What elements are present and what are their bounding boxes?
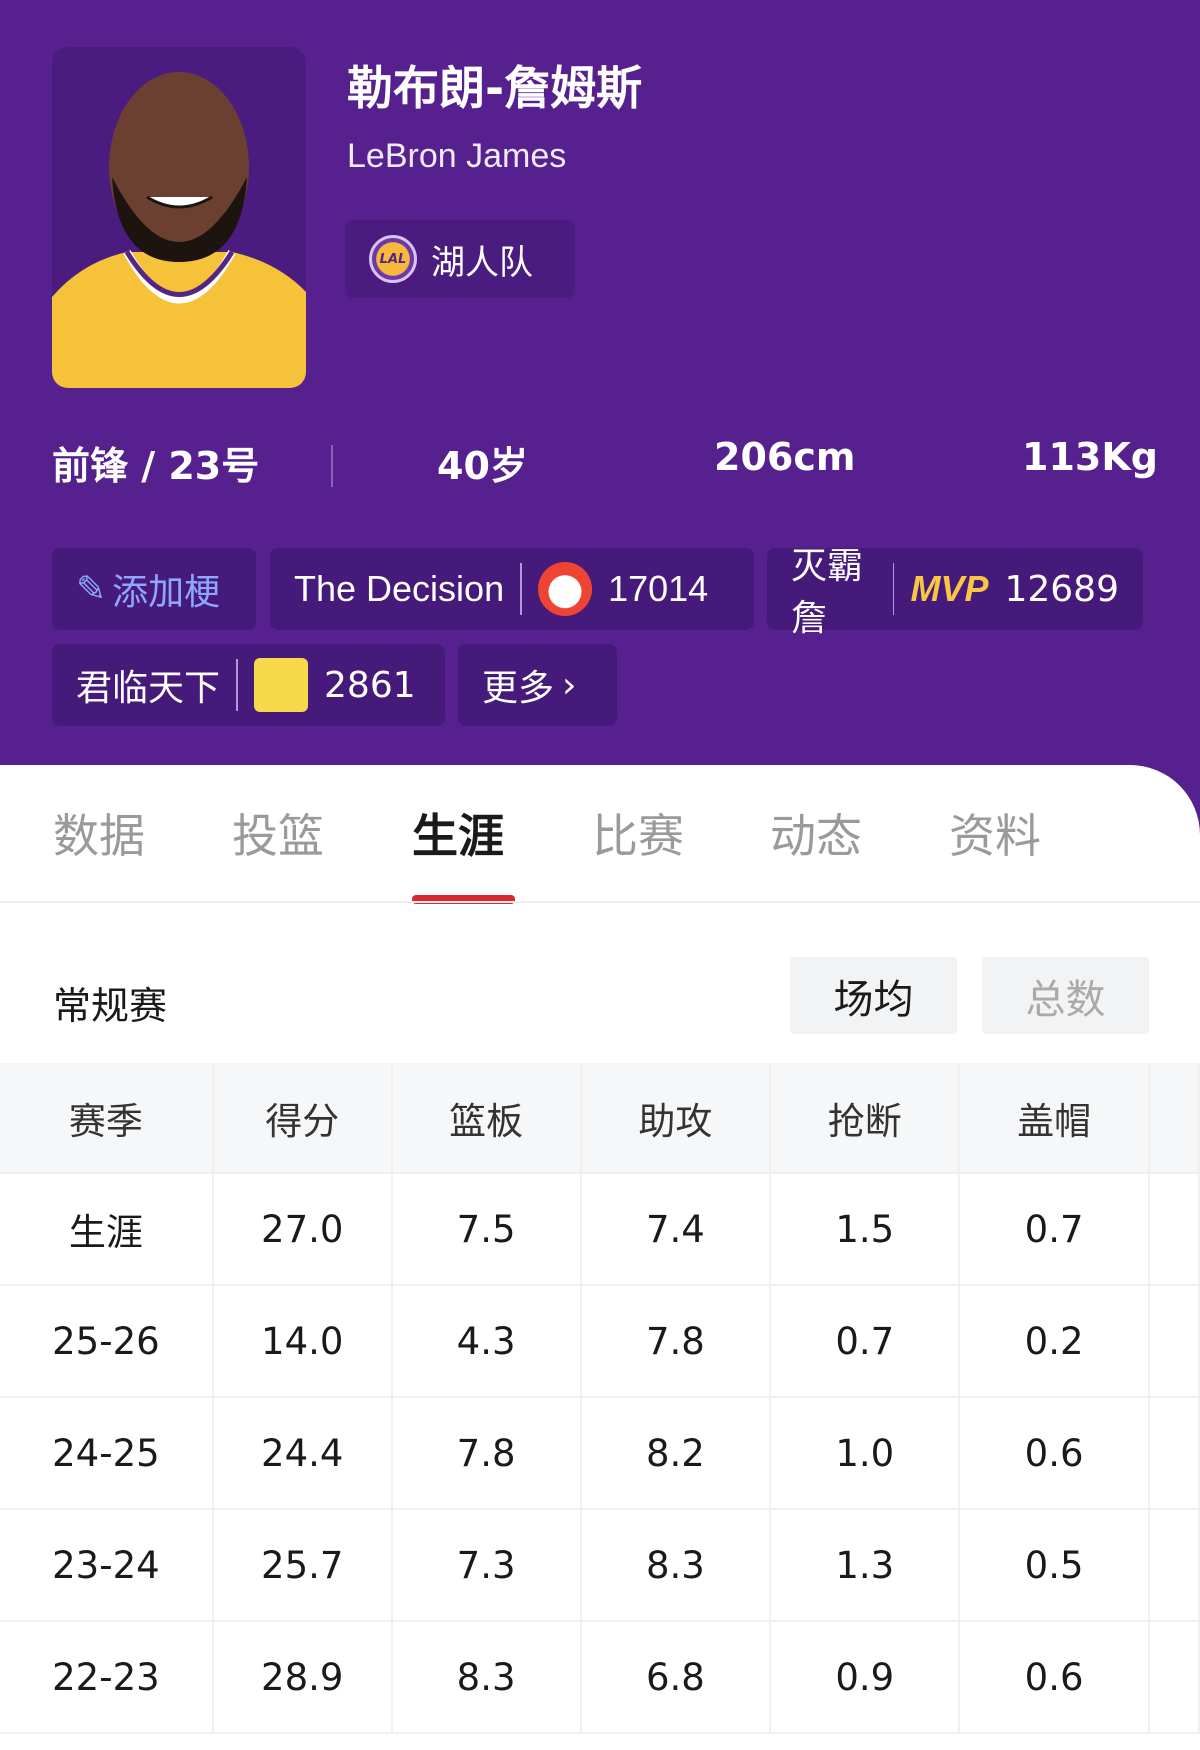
- tag-count: 17014: [608, 568, 709, 609]
- table-cell: 0.9: [770, 1621, 961, 1734]
- totals-toggle[interactable]: 总数: [982, 957, 1149, 1034]
- table-cell: 7.4: [580, 1173, 772, 1286]
- tag-label: 君临天下: [76, 668, 221, 709]
- table-cell: 23-24: [0, 1509, 214, 1622]
- tag-count: 12689: [1004, 568, 1119, 610]
- team-badge[interactable]: LAL 湖人队: [345, 220, 575, 298]
- more-label: 更多: [482, 668, 555, 709]
- table-cell: 25.7: [212, 1509, 393, 1622]
- table-row[interactable]: 生涯 27.0 7.5 7.4 1.5 0.7: [0, 1173, 1200, 1286]
- table-cell: 8.3: [391, 1621, 582, 1734]
- add-meme-button[interactable]: ✎ 添加梗: [52, 548, 256, 630]
- table-row[interactable]: 24-25 24.4 7.8 8.2 1.0 0.6: [0, 1397, 1200, 1510]
- divider: [0, 901, 1200, 903]
- table-cell: 1.3: [770, 1509, 961, 1622]
- table-row[interactable]: 23-24 25.7 7.3 8.3 1.3 0.5: [0, 1509, 1200, 1622]
- table-row[interactable]: 22-23 28.9 8.3 6.8 0.9 0.6: [0, 1621, 1200, 1734]
- player-stats-row: 前锋 / 23号 40岁 206cm 113Kg: [0, 435, 1200, 495]
- table-cell: 7.5: [391, 1173, 582, 1286]
- table-cell: 生涯: [0, 1173, 214, 1286]
- active-tab-indicator: [412, 895, 515, 904]
- team-name: 湖人队: [431, 242, 533, 283]
- table-cell: 14.0: [212, 1285, 393, 1398]
- tab-bar: 数据 投篮 生涯 比赛 动态 资料: [0, 800, 1200, 870]
- table-cell: 25-26: [0, 1285, 214, 1398]
- tab-data[interactable]: 数据: [53, 809, 145, 863]
- column-header: 助攻: [580, 1063, 772, 1174]
- chevron-right-icon: ›: [562, 664, 577, 706]
- add-meme-label: 添加梗: [112, 572, 221, 613]
- player-photo: [52, 47, 306, 388]
- table-cell: 28.9: [212, 1621, 393, 1734]
- height: 206cm: [714, 435, 856, 479]
- table-cell: 22-23: [0, 1621, 214, 1734]
- player-name-en: LeBron James: [347, 137, 567, 175]
- table-cell: 24-25: [0, 1397, 214, 1510]
- meme-tag-junlin[interactable]: 君临天下 2861: [52, 644, 445, 726]
- section-title: 常规赛: [53, 984, 168, 1028]
- clown-emoji-icon: [538, 562, 593, 616]
- table-cell: 4.3: [391, 1285, 582, 1398]
- table-cell: 0.6: [959, 1621, 1150, 1734]
- table-cell: 7.3: [391, 1509, 582, 1622]
- table-cell: 7.8: [580, 1285, 772, 1398]
- table-cell: 0.6: [959, 1397, 1150, 1510]
- table-row[interactable]: 25-26 14.0 4.3 7.8 0.7 0.2: [0, 1285, 1200, 1398]
- meme-tag-the-decision[interactable]: The Decision 17014: [270, 548, 754, 630]
- player-name-cn: 勒布朗-詹姆斯: [347, 61, 643, 115]
- table-cell: 6.8: [580, 1621, 772, 1734]
- tab-shooting[interactable]: 投篮: [232, 809, 324, 863]
- table-cell: 0.2: [959, 1285, 1150, 1398]
- tab-profile[interactable]: 资料: [949, 809, 1041, 863]
- tab-news[interactable]: 动态: [770, 809, 862, 863]
- column-header: 赛季: [0, 1063, 214, 1174]
- column-header: 篮板: [391, 1063, 582, 1174]
- per-game-toggle[interactable]: 场均: [790, 957, 957, 1034]
- weight: 113Kg: [1022, 435, 1158, 479]
- tag-count: 2861: [324, 664, 416, 706]
- meme-tag-mieba[interactable]: 灭霸詹 MVP 12689: [767, 546, 1143, 639]
- table-cell: 8.2: [580, 1397, 772, 1510]
- column-header: 得分: [212, 1063, 393, 1174]
- position-number: 前锋 / 23号: [52, 444, 260, 488]
- table-cell: 27.0: [212, 1173, 393, 1286]
- mvp-badge-icon: MVP: [910, 568, 989, 609]
- table-cell: 0.7: [959, 1173, 1150, 1286]
- tab-games[interactable]: 比赛: [592, 809, 684, 863]
- table-cell: 7.8: [391, 1397, 582, 1510]
- column-header: 抢断: [770, 1063, 961, 1174]
- table-cell: 1.0: [770, 1397, 961, 1510]
- tab-career[interactable]: 生涯: [412, 809, 504, 863]
- table-cell: 8.3: [580, 1509, 772, 1622]
- table-header-row: 赛季 得分 篮板 助攻 抢断 盖帽: [0, 1063, 1200, 1174]
- stats-table: 赛季 得分 篮板 助攻 抢断 盖帽 生涯 27.0 7.5 7.4 1.5 0.7 25-26 14.0…: [0, 1063, 1200, 1734]
- laughing-emoji-icon: [254, 658, 309, 712]
- table-cell: 24.4: [212, 1397, 393, 1510]
- more-tags-button[interactable]: 更多 ›: [458, 644, 617, 726]
- column-header: 盖帽: [959, 1063, 1150, 1174]
- table-cell: 1.5: [770, 1173, 961, 1286]
- table-cell: 0.7: [770, 1285, 961, 1398]
- divider: [331, 445, 333, 487]
- lakers-logo-icon: LAL: [369, 235, 417, 283]
- pencil-icon: ✎: [76, 568, 107, 610]
- age: 40岁: [437, 444, 528, 488]
- table-cell: 0.5: [959, 1509, 1150, 1622]
- tag-label: 灭霸詹: [791, 546, 864, 639]
- tag-label: The Decision: [294, 568, 505, 609]
